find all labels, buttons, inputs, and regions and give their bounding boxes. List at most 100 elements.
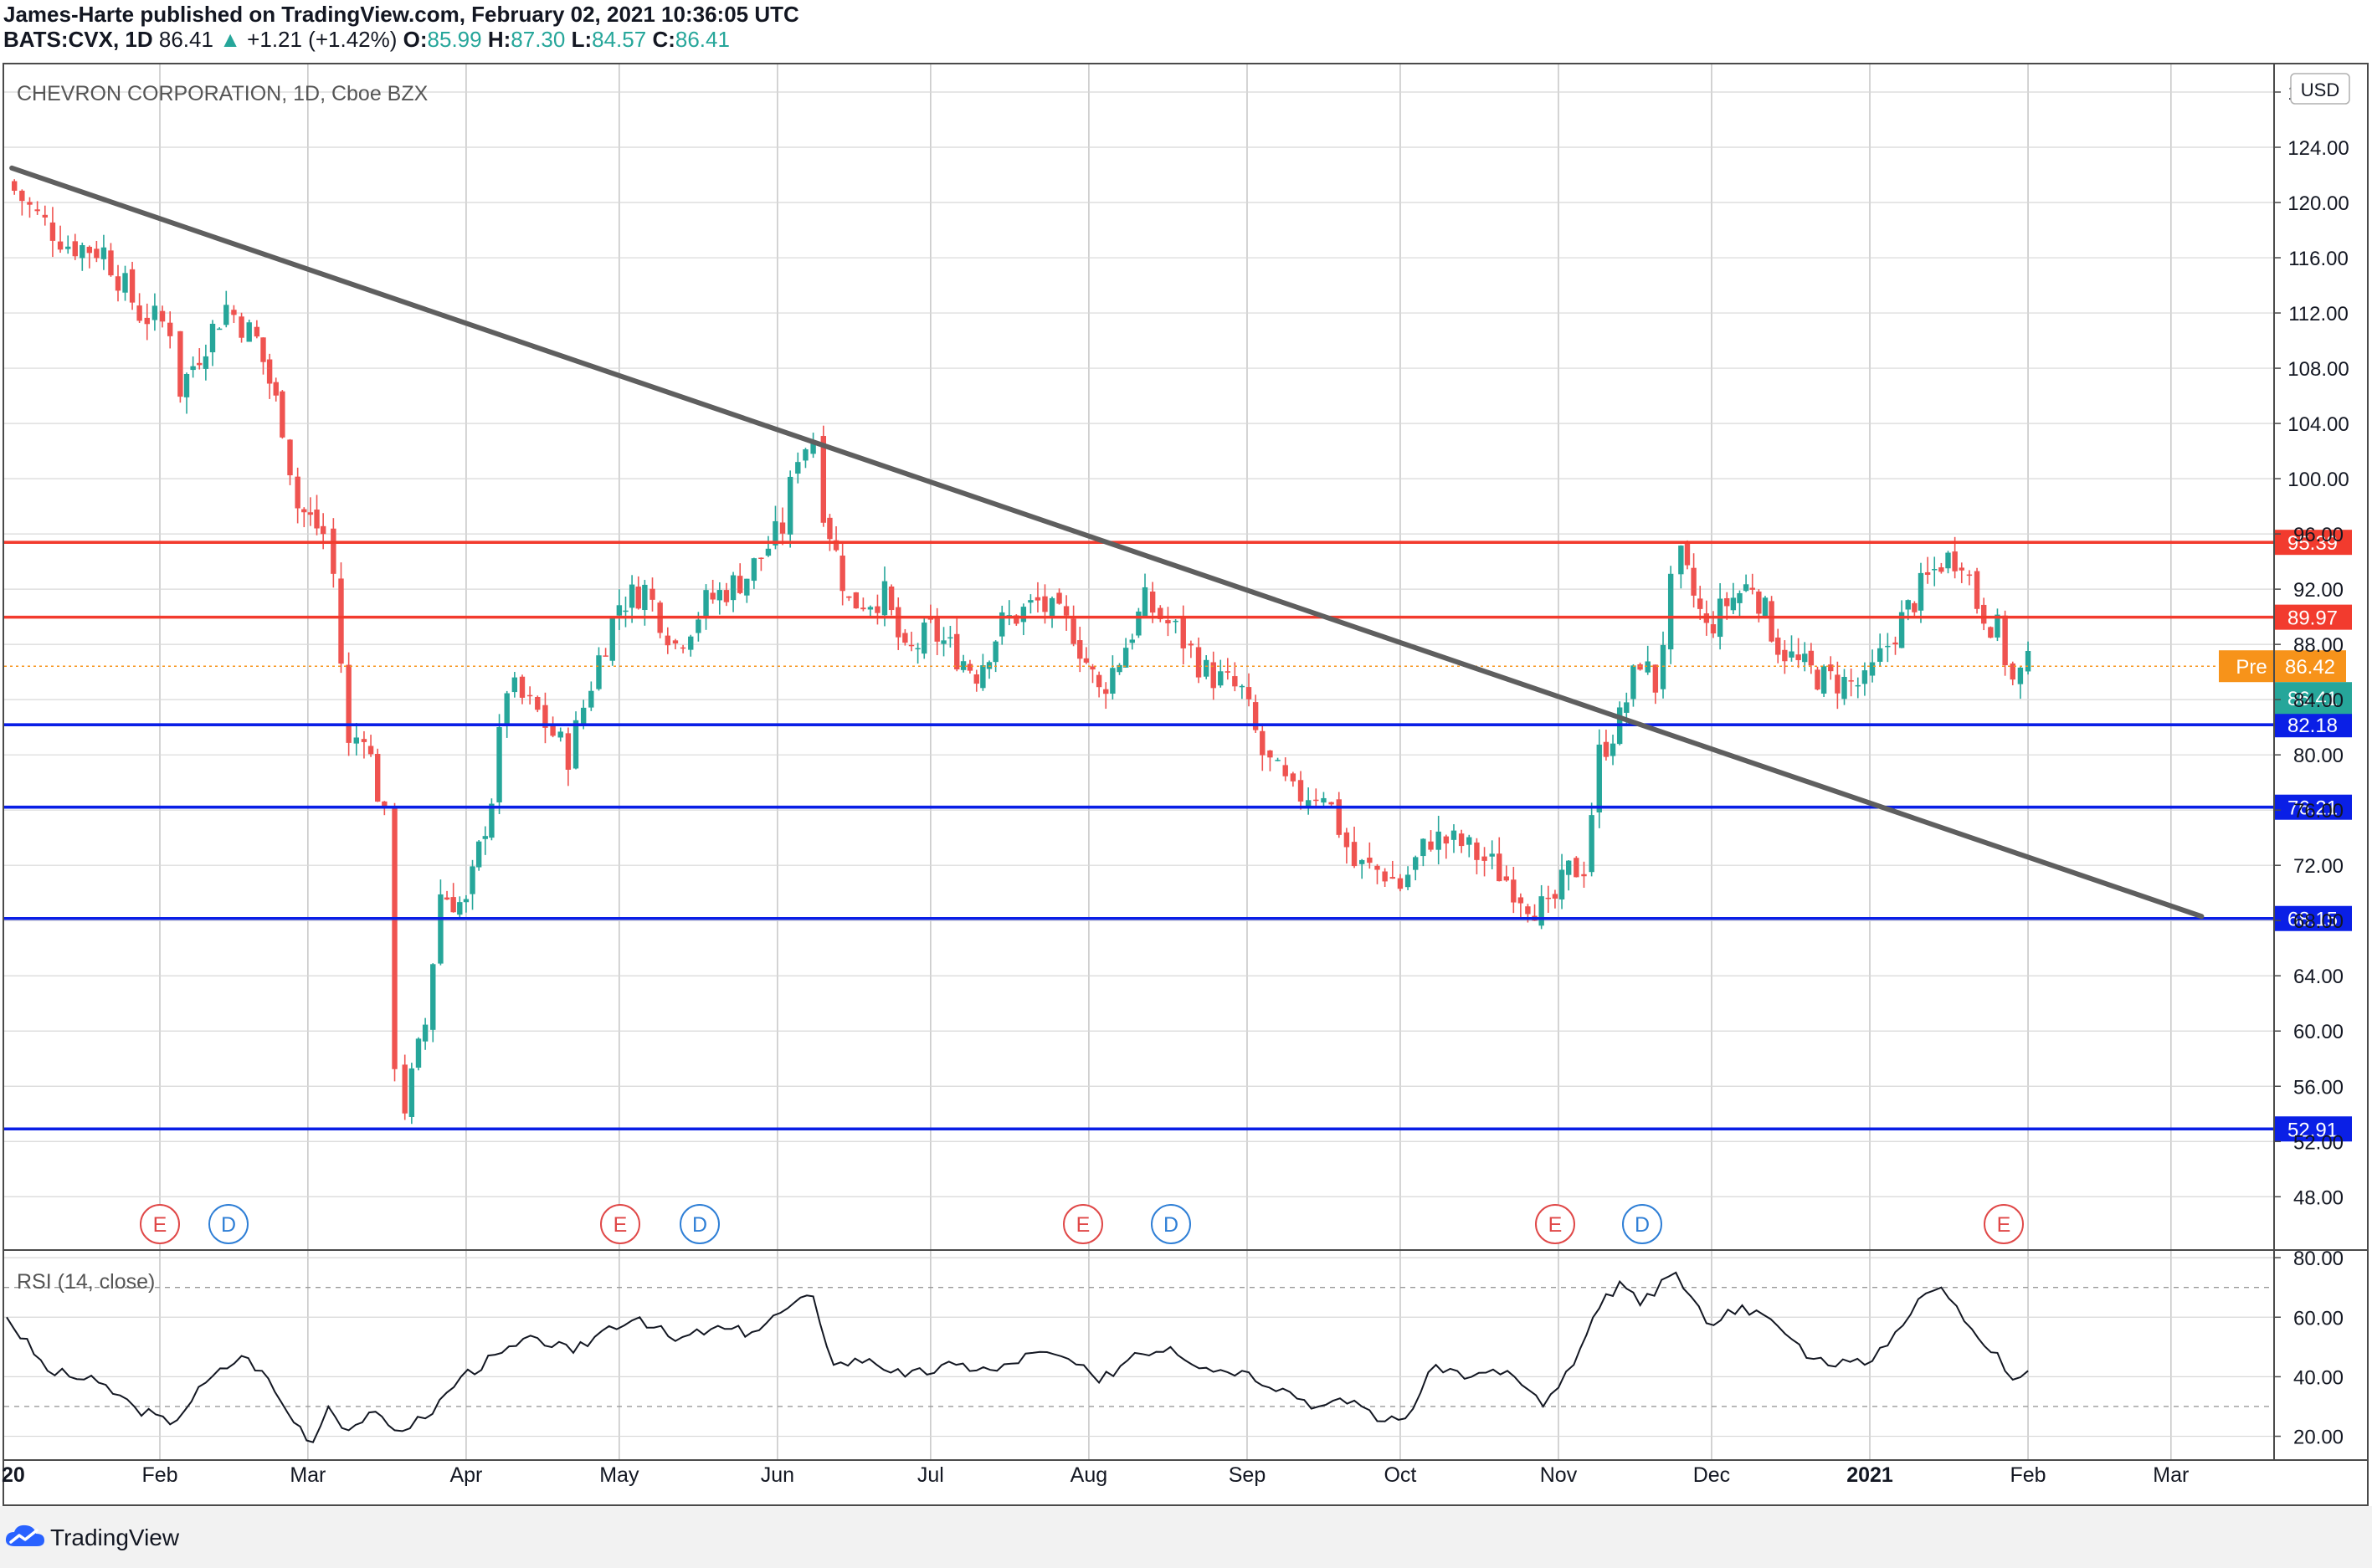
- candle-up: [1275, 760, 1281, 761]
- candle-down: [1724, 597, 1730, 607]
- event-circle[interactable]: [208, 1204, 249, 1244]
- candle-down: [273, 382, 279, 396]
- candle-up: [1489, 853, 1495, 857]
- symbol-line: BATS:CVX, 1D 86.41 ▲ +1.21 (+1.42%) O:85…: [3, 25, 730, 54]
- candle-down: [1525, 906, 1531, 915]
- candle-up: [588, 690, 594, 708]
- candle-up: [1630, 665, 1636, 699]
- chart-frame[interactable]: [3, 63, 2369, 1506]
- event-circle[interactable]: [1151, 1204, 1191, 1244]
- tradingview-logo-icon[interactable]: [3, 1521, 47, 1551]
- candle-up: [744, 578, 750, 596]
- candle-up: [1898, 612, 1905, 648]
- dividend-event-icon[interactable]: D: [208, 1204, 249, 1244]
- candle-up: [1435, 831, 1441, 850]
- candle-up: [1820, 666, 1827, 694]
- candle-up: [1645, 661, 1651, 673]
- candle-down: [1056, 592, 1062, 604]
- currency-button[interactable]: USD: [2290, 73, 2350, 105]
- candle-down: [846, 596, 852, 598]
- candle-up: [1589, 815, 1594, 873]
- event-circle[interactable]: [1984, 1204, 2024, 1244]
- candle-up: [1413, 857, 1419, 870]
- earnings-event-icon[interactable]: E: [600, 1204, 640, 1244]
- horizontal-levels[interactable]: 95.39 89.97 82.18 76.21 68.15 52.91 Pre 86.42 86…: [4, 530, 2352, 1142]
- time-tick-label: 2021: [1846, 1463, 1893, 1487]
- candle-up: [496, 727, 502, 802]
- candle-down: [875, 606, 881, 613]
- candle-up: [751, 558, 757, 582]
- event-circle[interactable]: [600, 1204, 640, 1244]
- price-tick-label: 104.00: [2287, 413, 2349, 436]
- currency-button-box[interactable]: [2290, 73, 2350, 105]
- price-tick-label: 92.00: [2293, 579, 2344, 602]
- candle-down: [723, 590, 730, 602]
- close-value: 86.41: [675, 27, 730, 52]
- candle-up: [80, 244, 85, 259]
- candle-down: [1374, 865, 1380, 870]
- candle-down: [2002, 615, 2008, 666]
- time-tick-label: Jun: [761, 1463, 794, 1487]
- candle-up: [1624, 702, 1630, 713]
- candle-down: [1775, 637, 1781, 655]
- candle-up: [642, 584, 648, 611]
- event-circle[interactable]: [1063, 1204, 1103, 1244]
- dividend-event-icon[interactable]: D: [1622, 1204, 1662, 1244]
- candle-up: [596, 655, 602, 689]
- candle-up: [1203, 659, 1209, 677]
- candle-up: [438, 894, 444, 964]
- candle-up: [1466, 837, 1472, 845]
- candle-up: [1538, 896, 1544, 926]
- candle-up: [609, 617, 615, 661]
- candle-down: [287, 439, 293, 476]
- dividend-event-icon[interactable]: D: [1151, 1204, 1191, 1244]
- candle-down: [1063, 606, 1070, 616]
- earnings-event-icon[interactable]: E: [140, 1204, 180, 1244]
- event-letter: E: [153, 1213, 167, 1237]
- footer-brand-text[interactable]: TradingView: [50, 1524, 180, 1550]
- trendline-group[interactable]: [9, 165, 2205, 920]
- earnings-event-icon[interactable]: E: [1535, 1204, 1575, 1244]
- time-tick-label: Mar: [2153, 1463, 2189, 1487]
- earnings-event-icon[interactable]: E: [1063, 1204, 1103, 1244]
- candle-up: [1129, 639, 1135, 643]
- close-label: C:: [652, 27, 675, 52]
- dividend-event-icon[interactable]: D: [680, 1204, 720, 1244]
- candle-down: [542, 705, 548, 728]
- candle-up: [65, 246, 71, 249]
- candle-down: [338, 578, 344, 664]
- candle-down: [1282, 765, 1288, 776]
- candle-down: [1835, 674, 1841, 694]
- earnings-event-icon[interactable]: E: [1984, 1204, 2024, 1244]
- premarket-badge-label: Pre: [2236, 656, 2267, 679]
- candle-up: [1450, 830, 1457, 840]
- candle-up: [1028, 600, 1034, 603]
- event-letter: E: [1997, 1213, 2011, 1237]
- candle-up: [696, 619, 701, 633]
- symbol-name[interactable]: BATS:CVX, 1D: [3, 27, 153, 52]
- candle-up: [1995, 614, 2000, 638]
- event-circle[interactable]: [1622, 1204, 1662, 1244]
- candle-down: [331, 528, 336, 574]
- event-circle[interactable]: [680, 1204, 720, 1244]
- event-circle[interactable]: [1535, 1204, 1575, 1244]
- candle-down: [1343, 832, 1350, 848]
- candle-up: [1558, 869, 1565, 899]
- rsi-tick-label: 40.00: [2293, 1366, 2344, 1389]
- candle-up: [1869, 662, 1876, 676]
- candle-down: [1795, 654, 1801, 660]
- level-price-badge: [2274, 1116, 2352, 1142]
- candle-down: [1545, 897, 1551, 899]
- event-circle[interactable]: [140, 1204, 180, 1244]
- candle-down: [973, 674, 979, 684]
- candle-down: [1297, 780, 1304, 802]
- price-tick-label: 60.00: [2293, 1021, 2344, 1043]
- level-price-badge: [2274, 712, 2352, 738]
- event-letter: E: [1076, 1213, 1091, 1237]
- candle-up: [470, 866, 475, 894]
- candle-up: [1239, 685, 1245, 688]
- candle-down: [779, 522, 786, 534]
- trendline[interactable]: [9, 165, 2205, 920]
